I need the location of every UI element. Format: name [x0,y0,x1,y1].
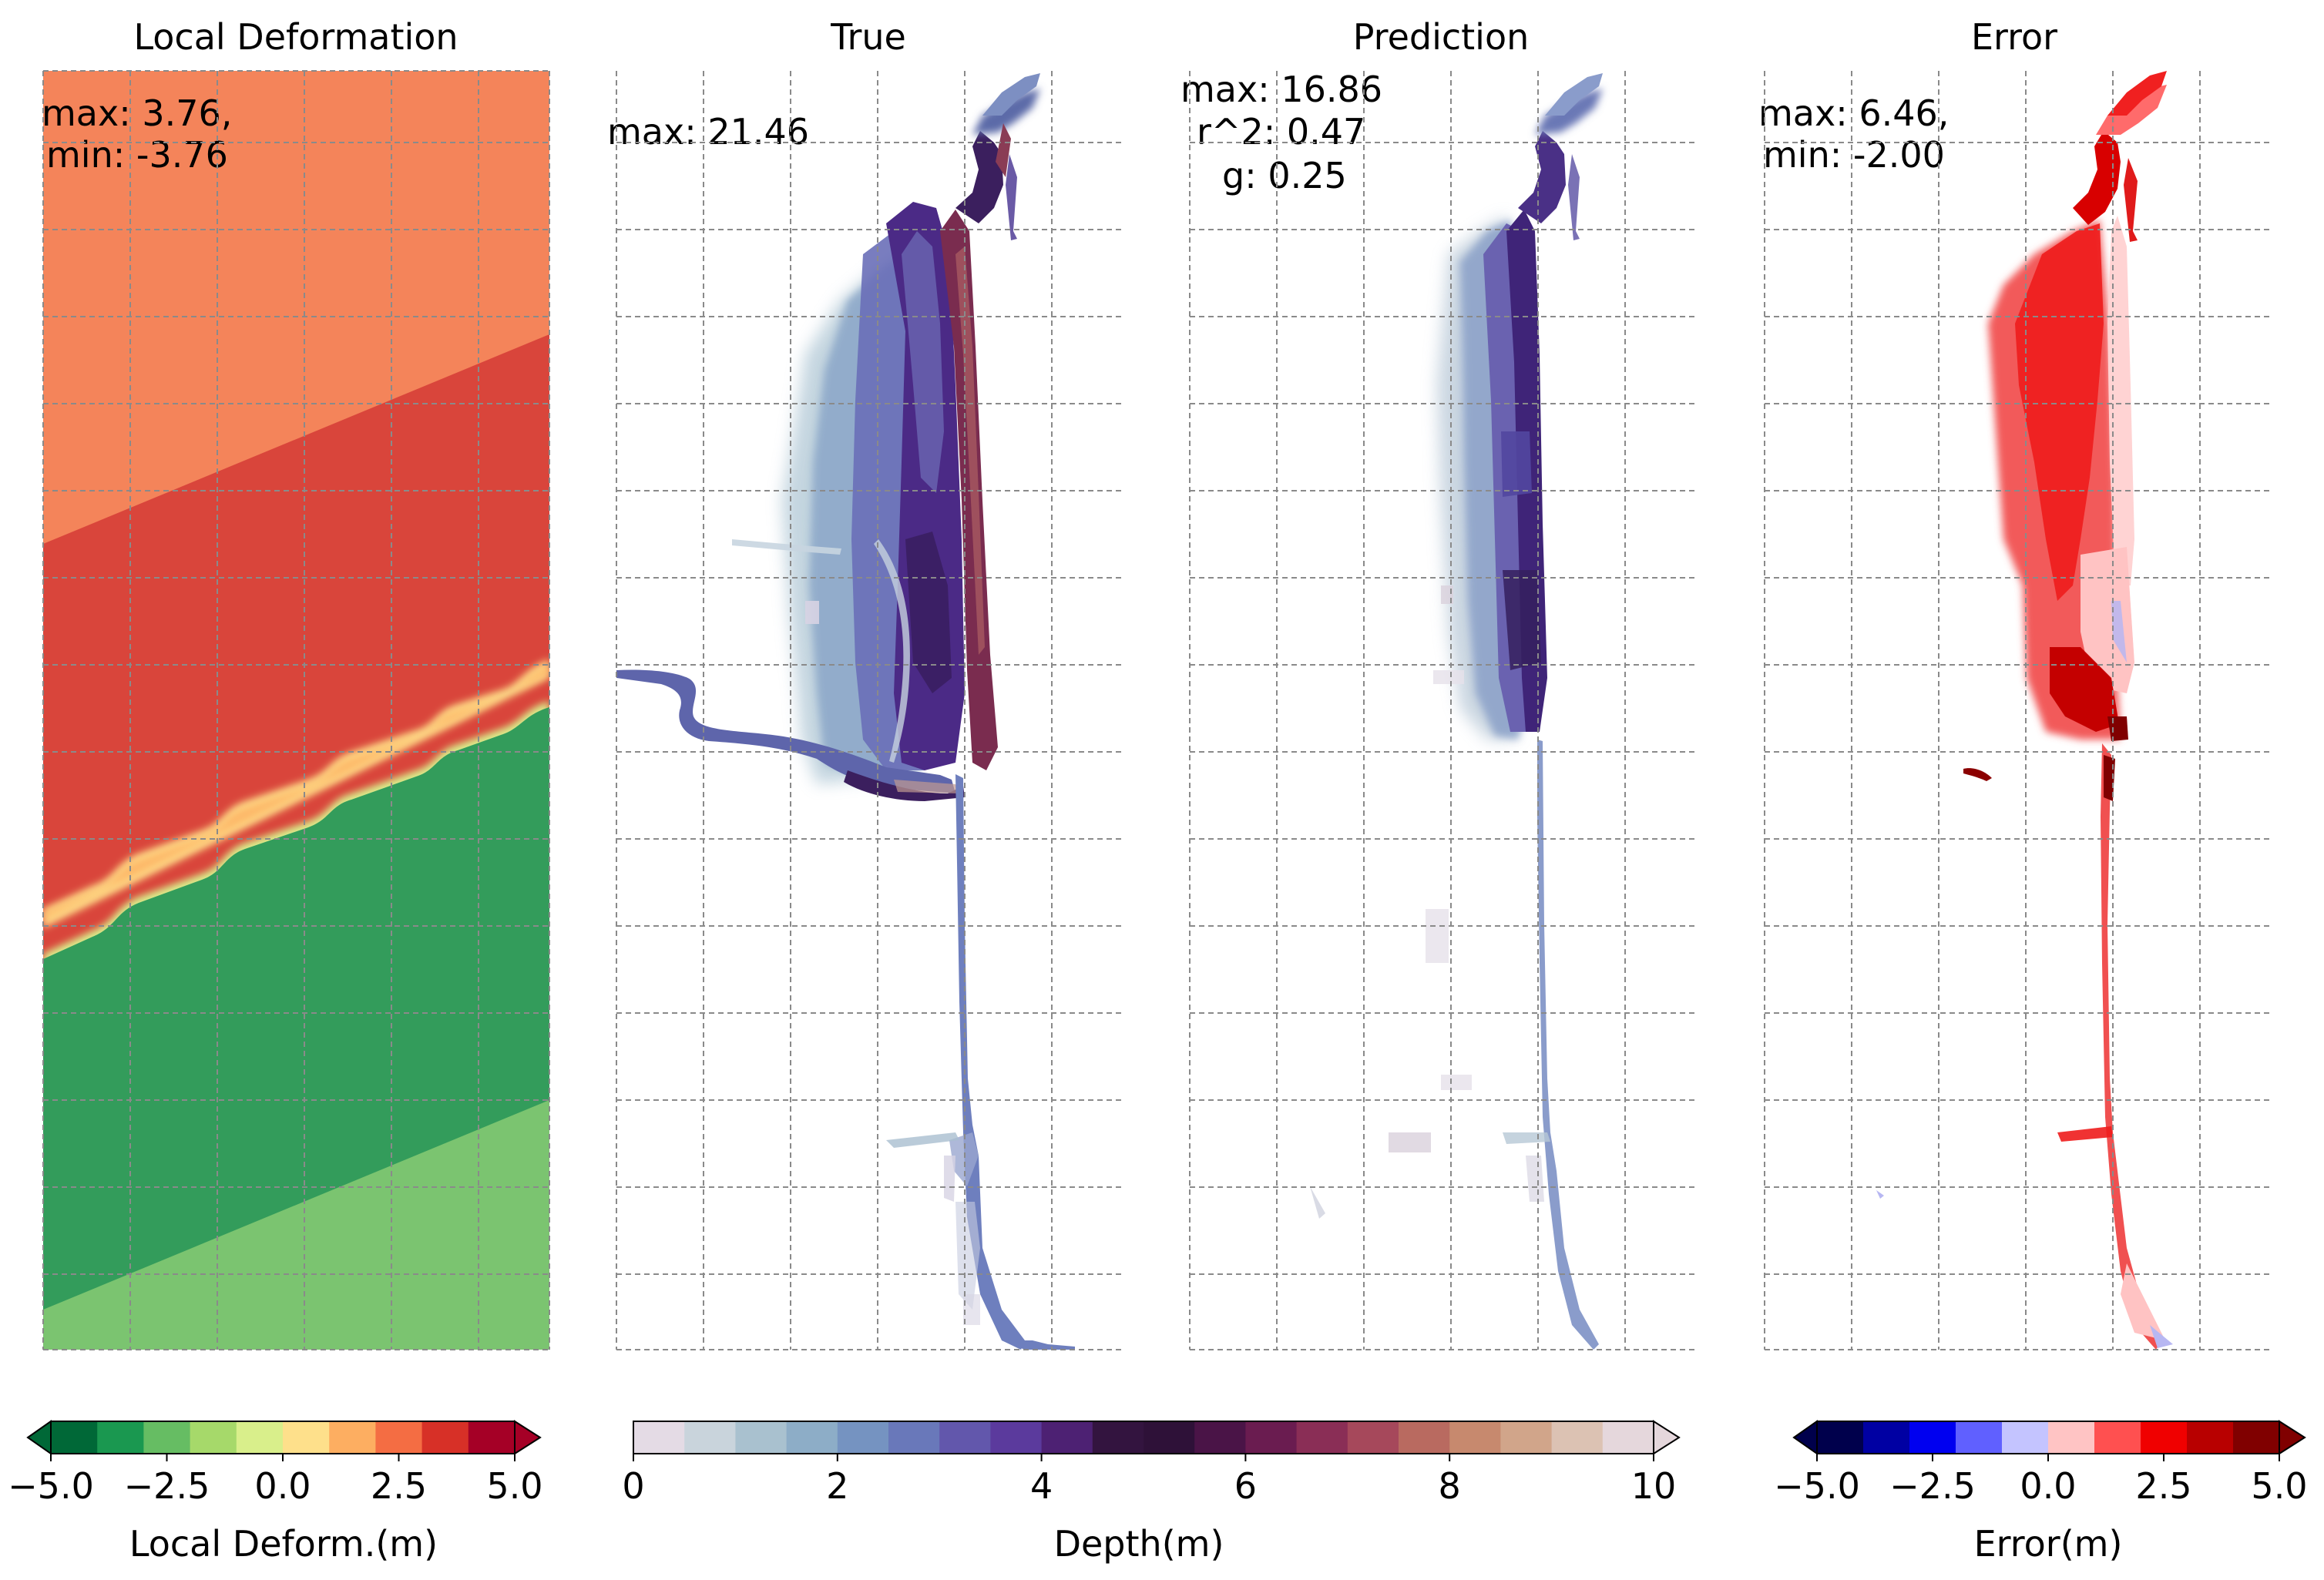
colorbar-bin [1817,1421,1864,1454]
colorbar-tick-label: 2 [826,1465,848,1507]
colorbar-bin [735,1421,788,1454]
colorbar-frame [633,1421,1654,1454]
colorbar-bin [190,1421,237,1454]
colorbar-extend-min [26,1420,52,1455]
deformation-field [43,71,549,1350]
annotation-pred-r2: r^2: 0.47 [1197,111,1365,153]
colorbar-label-error: Error(m) [1974,1523,2123,1565]
colorbar-bin [143,1421,191,1454]
annotation-pred-g: g: 0.25 [1222,155,1347,196]
colorbar-bin [1041,1421,1093,1454]
colorbar-bin [468,1421,516,1454]
colorbar-tick-label: 5.0 [2251,1465,2307,1507]
colorbar-bin [1245,1421,1298,1454]
deform-zone-bottom [43,1100,549,1350]
colorbar-bin [1551,1421,1604,1454]
panel-true: max: 21.46 [607,73,1075,1350]
colorbar-tick-label: 0.0 [2020,1465,2076,1507]
title-local-deformation: Local Deformation [133,16,458,58]
colorbar-bin [786,1421,838,1454]
panel-prediction: max: 16.86 r^2: 0.47 g: 0.25 [1180,69,1603,1350]
colorbar-extend-max [1653,1420,1681,1455]
title-true: True [830,16,906,58]
colorbar-label-depth: Depth(m) [1054,1523,1224,1565]
colorbar-extend-min [1792,1420,1818,1455]
colorbar-bin [51,1421,98,1454]
colorbar-bin [1500,1421,1553,1454]
colorbar-bin [1092,1421,1144,1454]
colorbar-label-local-deform: Local Deform.(m) [129,1523,438,1565]
colorbar-bin [1449,1421,1501,1454]
colorbar-bin [633,1421,685,1454]
colorbar-depth: 0 2 4 6 8 10 Depth(m) [622,1420,1681,1565]
colorbar-bin [1194,1421,1246,1454]
colorbar-bin [684,1421,736,1454]
true-flood-depth [616,73,1075,1350]
grid-prediction [1189,71,1695,1350]
colorbar-tick-label: 2.5 [371,1465,427,1507]
colorbar-bin [236,1421,284,1454]
colorbar-bin [1909,1421,1956,1454]
error-field [1876,71,2173,1350]
annotation-err-min: min: -2.00 [1763,134,1945,176]
colorbar-bin [2233,1421,2280,1454]
colorbar-bin [421,1421,469,1454]
colorbar-bin [2002,1421,2049,1454]
colorbar-bin [283,1421,330,1454]
colorbar-bin [888,1421,940,1454]
colorbar-bin [2094,1421,2141,1454]
colorbar-tick-label: −2.5 [124,1465,210,1507]
colorbar-tick-label: 0.0 [254,1465,311,1507]
colorbar-bin [1863,1421,1910,1454]
colorbar-tick-label: 0 [622,1465,644,1507]
colorbar-bin [329,1421,376,1454]
gridlines [42,70,2270,1350]
colorbar-bin [2048,1421,2095,1454]
colorbar-tick-label: −5.0 [8,1465,94,1507]
colorbar-local-deformation: −5.0 −2.5 0.0 2.5 5.0 Local Deform.(m) [8,1420,543,1565]
annotation-ld-min: min: -3.76 [46,134,228,176]
colorbar-bin [97,1421,144,1454]
colorbar-tick-label: 4 [1030,1465,1053,1507]
annotation-pred-max: max: 16.86 [1180,69,1382,110]
colorbar-bin [1602,1421,1654,1454]
grid-error [1764,71,2270,1350]
colorbar-bin [1296,1421,1348,1454]
prediction-flood-depth [1310,73,1603,1350]
colorbar-tick-label: −5.0 [1774,1465,1860,1507]
colorbar-tick-label: −2.5 [1889,1465,1976,1507]
annotation-ld-max: max: 3.76, [42,92,232,134]
grid-local-deformation [42,70,550,1350]
colorbar-bin [837,1421,889,1454]
annotation-err-max: max: 6.46, [1758,92,1949,134]
colorbar-error: −5.0 −2.5 0.0 2.5 5.0 Error(m) [1774,1420,2308,1565]
colorbar-extend-max [514,1420,542,1455]
panel-local-deformation: max: 3.76, min: -3.76 [42,71,549,1350]
colorbar-bin [939,1421,991,1454]
title-error: Error [1971,16,2057,58]
colorbar-tick-label: 2.5 [2135,1465,2191,1507]
colorbar-tick-label: 10 [1631,1465,1677,1507]
colorbar-bin [1144,1421,1195,1454]
title-prediction: Prediction [1353,16,1530,58]
colorbar-tick-label: 8 [1439,1465,1461,1507]
grid-true [616,71,1123,1350]
colorbar-extend-max [2279,1420,2306,1455]
panel-error: max: 6.46, min: -2.00 [1758,71,2173,1350]
colorbar-bin [375,1421,423,1454]
colorbar-bin [1956,1421,2003,1454]
colorbar-tick-label: 5.0 [486,1465,542,1507]
colorbar-bin [990,1421,1043,1454]
colorbar-bin [1399,1421,1450,1454]
colorbar-bin [2187,1421,2234,1454]
colorbar-bin [2141,1421,2188,1454]
colorbar-bin [1347,1421,1399,1454]
colorbar-tick-label: 6 [1234,1465,1257,1507]
annotation-true-max: max: 21.46 [607,111,809,153]
